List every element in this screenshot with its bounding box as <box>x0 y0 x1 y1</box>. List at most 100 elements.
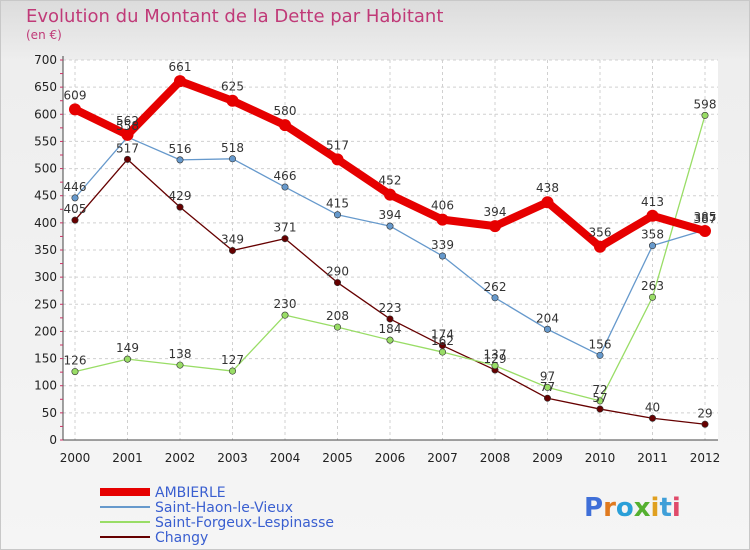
data-label: 77 <box>540 380 555 394</box>
y-tick-label: 650 <box>34 80 57 94</box>
data-point <box>543 394 551 402</box>
data-label: 438 <box>536 181 559 195</box>
data-label: 162 <box>431 334 454 348</box>
data-label: 97 <box>540 369 555 383</box>
x-tick-label: 2009 <box>532 451 563 465</box>
x-tick-label: 2010 <box>585 451 616 465</box>
data-label: 156 <box>589 337 612 351</box>
data-label: 149 <box>116 341 139 355</box>
data-label: 290 <box>326 265 349 279</box>
data-label: 72 <box>592 383 607 397</box>
series <box>69 75 711 428</box>
data-point <box>543 383 551 391</box>
y-tick-label: 500 <box>34 162 57 176</box>
y-tick-label: 550 <box>34 134 57 148</box>
data-point <box>541 196 554 209</box>
grid <box>63 59 718 441</box>
data-point <box>386 336 394 344</box>
y-tick-label: 200 <box>34 324 57 338</box>
data-label: 394 <box>484 205 507 219</box>
data-label: 562 <box>116 114 139 128</box>
x-tick-label: 2011 <box>637 451 668 465</box>
data-point <box>333 211 341 219</box>
data-labels: 405 517 429 349 371 290 223 174 129 77 57 40 29 126 14… <box>64 60 717 420</box>
data-label: 184 <box>379 322 402 336</box>
y-tick-label: 250 <box>34 297 57 311</box>
data-point <box>438 252 446 260</box>
data-point <box>543 325 551 333</box>
data-point <box>124 355 132 363</box>
data-point <box>281 235 289 243</box>
x-tick-label: 2000 <box>60 451 91 465</box>
data-point <box>491 294 499 302</box>
chart-title: Evolution du Montant de la Dette par Hab… <box>26 6 443 27</box>
y-tick-label: 300 <box>34 270 57 284</box>
data-label: 625 <box>221 80 244 94</box>
x-tick-label: 2004 <box>270 451 301 465</box>
y-tick-label: 450 <box>34 189 57 203</box>
data-label: 371 <box>274 221 297 235</box>
data-label: 223 <box>379 301 402 315</box>
y-tick-label: 700 <box>34 53 57 67</box>
data-point <box>121 128 134 141</box>
data-label: 137 <box>484 348 507 362</box>
data-point <box>701 111 709 119</box>
data-point <box>226 94 239 107</box>
data-point <box>176 361 184 369</box>
data-label: 127 <box>221 353 244 367</box>
x-tick-label: 2003 <box>217 451 248 465</box>
data-point <box>386 222 394 230</box>
data-label: 174 <box>431 328 454 342</box>
data-label: 558 <box>116 119 139 133</box>
data-point <box>384 188 396 201</box>
data-point <box>333 323 341 331</box>
data-label: 413 <box>641 195 664 209</box>
legend-label: Changy <box>155 530 208 546</box>
legend: AMBIERLESaint-Haon-le-VieuxSaint-Forgeux… <box>100 485 334 546</box>
data-label: 394 <box>379 208 402 222</box>
data-point <box>489 220 501 233</box>
y-tick-label: 50 <box>42 406 57 420</box>
data-label: 230 <box>274 297 297 311</box>
data-point <box>69 103 81 116</box>
data-label: 29 <box>697 406 712 420</box>
data-point <box>176 156 184 164</box>
data-point <box>229 155 237 163</box>
data-label: 405 <box>64 202 87 216</box>
data-label: 452 <box>379 174 402 188</box>
data-point <box>386 315 394 323</box>
x-tick-label: 2002 <box>165 451 196 465</box>
data-label: 204 <box>536 311 559 325</box>
data-label: 387 <box>694 212 717 226</box>
y-tick-label: 350 <box>34 243 57 257</box>
data-point <box>331 153 344 166</box>
x-tick-label: 2006 <box>375 451 406 465</box>
data-point <box>124 155 132 163</box>
data-label: 466 <box>274 169 297 183</box>
data-point <box>71 194 79 202</box>
data-point <box>281 183 289 191</box>
data-point <box>71 368 79 376</box>
data-label: 518 <box>221 141 244 155</box>
data-label: 517 <box>116 141 139 155</box>
data-label: 263 <box>641 279 664 293</box>
data-point <box>281 311 289 319</box>
data-point <box>701 420 709 428</box>
data-point <box>279 119 291 132</box>
y-tick-label: 400 <box>34 216 57 230</box>
x-tick-label: 2012 <box>690 451 721 465</box>
data-label: 126 <box>64 354 87 368</box>
data-label: 356 <box>589 226 612 240</box>
data-label: 415 <box>326 197 349 211</box>
y-tick-label: 600 <box>34 107 57 121</box>
x-tick-label: 2007 <box>427 451 458 465</box>
data-point <box>699 225 711 237</box>
data-label: 517 <box>326 138 349 152</box>
data-label: 358 <box>641 228 664 242</box>
data-label: 598 <box>694 97 717 111</box>
data-point <box>646 209 659 222</box>
data-label: 516 <box>169 142 192 156</box>
data-label: 429 <box>169 189 192 203</box>
brand-text: Proxiti <box>584 493 681 523</box>
data-label: 129 <box>484 352 507 366</box>
